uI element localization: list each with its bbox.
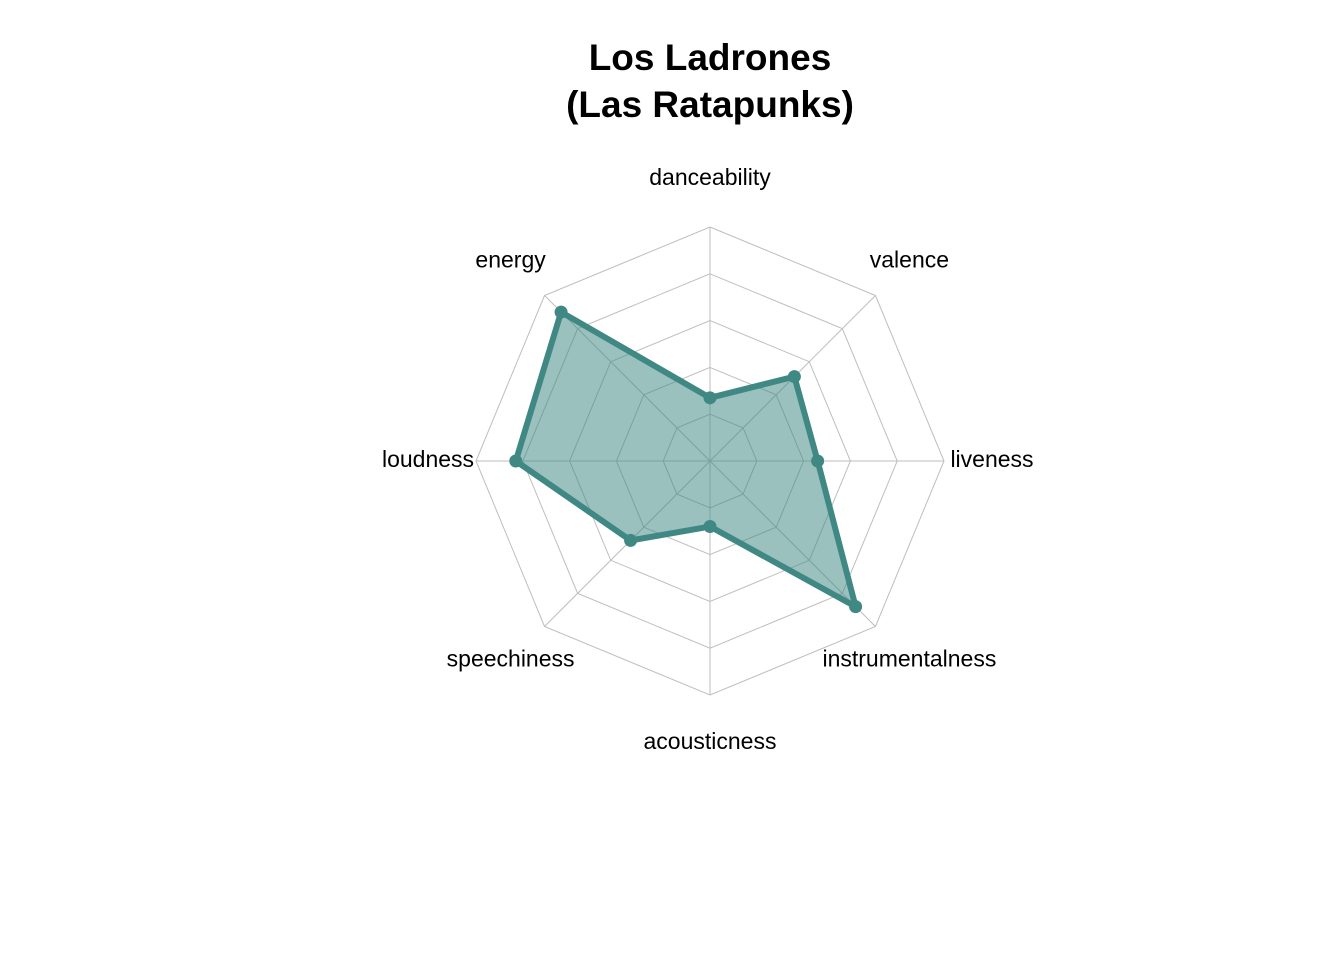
- axis-label-speechiness: speechiness: [447, 645, 575, 671]
- axis-label-energy: energy: [475, 247, 546, 273]
- point-instrumentalness: [849, 600, 863, 614]
- point-loudness: [509, 454, 523, 468]
- series-area: [512, 309, 859, 610]
- axis-label-danceability: danceability: [649, 164, 771, 190]
- axis-labels: danceability valence liveness instrumentaln…: [382, 164, 1034, 754]
- axis-label-liveness: liveness: [950, 446, 1033, 472]
- axis-label-loudness: loudness: [382, 446, 474, 472]
- axis-label-acousticness: acousticness: [644, 728, 777, 754]
- radar-series: [509, 305, 863, 614]
- chart-title: Los Ladrones (Las Ratapunks): [410, 34, 1010, 128]
- point-valence: [787, 370, 801, 384]
- point-acousticness: [703, 520, 717, 534]
- point-liveness: [811, 454, 825, 468]
- point-speechiness: [624, 533, 638, 547]
- point-energy: [554, 305, 568, 319]
- axis-label-instrumentalness: instrumentalness: [822, 645, 996, 671]
- chart-title-line-2: (Las Ratapunks): [566, 84, 854, 125]
- axis-label-valence: valence: [870, 247, 949, 273]
- point-danceability: [703, 391, 717, 405]
- chart-title-line-1: Los Ladrones: [588, 37, 832, 78]
